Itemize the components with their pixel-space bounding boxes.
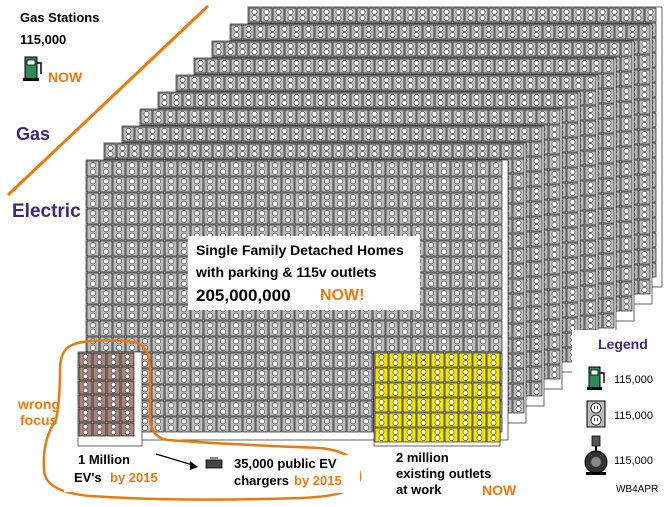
gas-side-label: Gas <box>16 124 51 144</box>
legend-outlet-icon <box>586 400 606 428</box>
homes-line2: with parking & 115v outlets <box>196 264 377 280</box>
ev-brown-block <box>77 351 143 447</box>
legend-box: Legend 115,000 115,000 115,000 WB4APR <box>572 330 664 502</box>
homes-label-box: Single Family Detached Homes with parkin… <box>188 236 420 310</box>
gas-stations-count: 115,000 <box>20 32 67 47</box>
work-outlets-line3-prefix: at work <box>396 482 442 497</box>
gas-stations-title: Gas Stations <box>20 10 100 25</box>
public-chargers-line2-prefix: chargers <box>234 473 289 488</box>
arrow-to-chargers <box>155 453 223 470</box>
gas-now-label: NOW <box>48 69 83 85</box>
legend-gas-value: 115,000 <box>614 374 653 386</box>
evs-label-box: 1 Million EV's by 2015 <box>64 450 164 492</box>
public-chargers-line1: 35,000 public EV <box>234 456 337 471</box>
evs-line1: 1 Million <box>78 452 130 467</box>
wrong-focus-line1: wrong <box>18 396 60 412</box>
work-outlets-label-box: 2 million existing outlets at work NOW <box>392 448 532 500</box>
legend-charger-value: 115,000 <box>614 455 653 467</box>
homes-now-label: NOW! <box>320 287 365 304</box>
gas-pump-icon <box>23 56 42 81</box>
work-outlets-line2: existing outlets <box>396 466 492 481</box>
credit-label: WB4APR <box>616 484 659 495</box>
legend-title: Legend <box>598 336 648 352</box>
homes-line1: Single Family Detached Homes <box>196 242 404 258</box>
legend-ev-charger-icon <box>584 435 608 475</box>
homes-count: 205,000,000 <box>196 286 291 305</box>
charger-small-icon <box>205 457 223 469</box>
work-outlets-line1: 2 million <box>396 450 449 465</box>
legend-outlet-value: 115,000 <box>614 410 653 422</box>
public-chargers-label-box: 35,000 public EV chargers by 2015 <box>230 455 360 493</box>
legend-gas-pump-icon <box>587 366 605 390</box>
work-outlets-line3-suffix: NOW <box>482 482 517 498</box>
electric-side-label: Electric <box>12 201 81 222</box>
wrong-focus-line2: focus <box>20 412 58 428</box>
evs-line2-suffix: by 2015 <box>110 470 158 485</box>
evs-line2-prefix: EV's <box>74 470 102 485</box>
work-outlets-yellow-block <box>373 351 501 447</box>
public-chargers-line2-suffix: by 2015 <box>294 473 342 488</box>
